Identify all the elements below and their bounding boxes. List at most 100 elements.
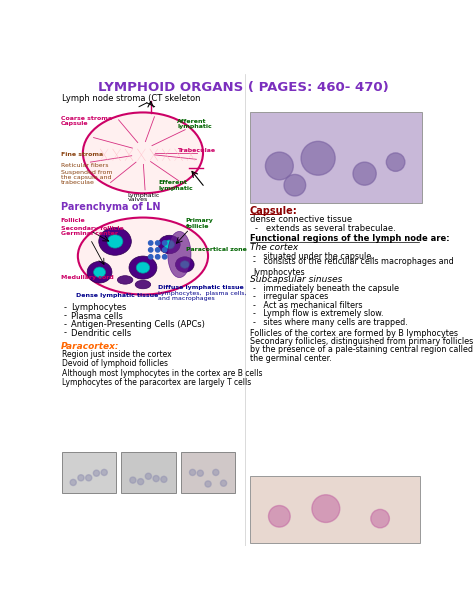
Text: Paracortex:: Paracortex: — [61, 341, 119, 351]
Text: follicle: follicle — [186, 224, 209, 229]
Ellipse shape — [83, 112, 203, 193]
Text: Parenchyma of LN: Parenchyma of LN — [61, 202, 160, 211]
Circle shape — [197, 474, 203, 481]
Text: -   sites where many cells are trapped.: - sites where many cells are trapped. — [253, 318, 408, 327]
Text: Paracortical zone: Paracortical zone — [186, 246, 246, 251]
Text: Follicles of the cortex are formed by B lymphocytes: Follicles of the cortex are formed by B … — [250, 329, 458, 338]
Text: LYMPHOID ORGANS ( PAGES: 460- 470): LYMPHOID ORGANS ( PAGES: 460- 470) — [98, 81, 388, 94]
Text: dense connective tissue: dense connective tissue — [250, 215, 352, 224]
Text: Functional regions of the lymph node are:: Functional regions of the lymph node are… — [250, 234, 449, 243]
Circle shape — [155, 248, 160, 252]
Ellipse shape — [136, 262, 150, 273]
Text: Coarse stroma: Coarse stroma — [61, 116, 112, 121]
Circle shape — [101, 481, 107, 487]
FancyBboxPatch shape — [250, 112, 422, 203]
Ellipse shape — [93, 267, 106, 278]
Ellipse shape — [164, 240, 174, 249]
Text: Reticular fibers: Reticular fibers — [61, 164, 108, 169]
Ellipse shape — [129, 256, 157, 279]
Text: and macrophages: and macrophages — [158, 296, 215, 301]
FancyBboxPatch shape — [181, 452, 235, 493]
Text: Lymphatic: Lymphatic — [128, 192, 160, 198]
Ellipse shape — [180, 261, 189, 268]
Text: -   extends as several trabeculae.: - extends as several trabeculae. — [255, 224, 395, 233]
Text: Follicle: Follicle — [61, 218, 85, 223]
Text: by the presence of a pale-staining central region called: by the presence of a pale-staining centr… — [250, 346, 473, 354]
Text: Germinal center: Germinal center — [61, 231, 118, 236]
Circle shape — [148, 241, 153, 245]
Text: -   Lymph flow is extremely slow.: - Lymph flow is extremely slow. — [253, 310, 383, 318]
Text: -   irregular spaces: - irregular spaces — [253, 292, 328, 302]
Text: Dense lymphatic tissue: Dense lymphatic tissue — [76, 293, 159, 298]
Circle shape — [155, 254, 160, 259]
Circle shape — [284, 175, 306, 196]
Ellipse shape — [99, 227, 131, 255]
Circle shape — [86, 476, 92, 482]
Text: -   consists of the reticular cells macrophages and lymphocytes: - consists of the reticular cells macrop… — [253, 257, 454, 276]
Text: -: - — [64, 311, 67, 321]
Circle shape — [153, 471, 159, 478]
Ellipse shape — [158, 235, 180, 254]
Text: Secondary follicle: Secondary follicle — [61, 226, 124, 231]
Ellipse shape — [175, 257, 194, 272]
Text: lymphatic: lymphatic — [158, 186, 193, 191]
Text: valves: valves — [128, 197, 148, 202]
Circle shape — [163, 241, 167, 245]
Circle shape — [148, 254, 153, 259]
Circle shape — [148, 248, 153, 252]
Text: The cortex: The cortex — [250, 243, 298, 252]
FancyBboxPatch shape — [121, 452, 175, 493]
Circle shape — [371, 509, 390, 528]
Text: Trabeculae: Trabeculae — [177, 148, 215, 153]
Text: Plasma cells: Plasma cells — [71, 311, 123, 321]
Circle shape — [220, 477, 227, 483]
Text: Fine stroma: Fine stroma — [61, 152, 103, 157]
Text: Lymph node stroma (CT skeleton: Lymph node stroma (CT skeleton — [62, 94, 200, 104]
Text: Devoid of lymphoid follicles: Devoid of lymphoid follicles — [63, 359, 168, 368]
Text: Primary: Primary — [186, 218, 213, 223]
Circle shape — [312, 495, 340, 522]
Text: -   situated under the capsule.: - situated under the capsule. — [253, 251, 374, 261]
Text: lymphatic: lymphatic — [177, 124, 212, 129]
Text: the capsule and: the capsule and — [61, 175, 111, 180]
Ellipse shape — [118, 276, 133, 284]
Text: -   Act as mechanical filters: - Act as mechanical filters — [253, 301, 363, 310]
Ellipse shape — [107, 235, 123, 248]
Text: Diffuse lymphatic tissue: Diffuse lymphatic tissue — [158, 285, 244, 290]
Circle shape — [78, 473, 84, 479]
Text: -   immediately beneath the capsule: - immediately beneath the capsule — [253, 284, 399, 293]
Text: Medullary cord: Medullary cord — [61, 275, 114, 280]
Circle shape — [353, 162, 376, 185]
Ellipse shape — [135, 280, 151, 289]
Text: Capsule: Capsule — [61, 121, 89, 126]
Text: Lymphocytes,  plasma cells,: Lymphocytes, plasma cells, — [158, 291, 247, 295]
Circle shape — [130, 473, 136, 479]
Ellipse shape — [78, 218, 208, 295]
Circle shape — [70, 479, 76, 485]
Circle shape — [213, 471, 219, 478]
Text: the germinal center.: the germinal center. — [250, 354, 332, 363]
Circle shape — [161, 477, 167, 483]
FancyBboxPatch shape — [62, 452, 116, 493]
Circle shape — [205, 471, 211, 477]
Circle shape — [301, 142, 335, 175]
Circle shape — [265, 152, 293, 180]
Text: Capsule:: Capsule: — [250, 205, 298, 216]
Circle shape — [93, 474, 100, 480]
Text: Antigen-Presenting Cells (APCs): Antigen-Presenting Cells (APCs) — [71, 320, 205, 329]
Text: Lymphocytes of the paracortex are largely T cells: Lymphocytes of the paracortex are largel… — [63, 378, 252, 387]
Text: Lymphocytes: Lymphocytes — [71, 303, 126, 312]
Text: Region just inside the cortex: Region just inside the cortex — [63, 350, 172, 359]
Circle shape — [190, 477, 196, 483]
Text: -: - — [64, 303, 67, 312]
Text: Afferent: Afferent — [177, 119, 207, 124]
Circle shape — [386, 153, 405, 172]
Text: Although most lymphocytes in the cortex are B cells: Although most lymphocytes in the cortex … — [63, 368, 263, 378]
Circle shape — [155, 241, 160, 245]
Text: Secondary follicles, distinguished from primary follicles: Secondary follicles, distinguished from … — [250, 337, 473, 346]
FancyBboxPatch shape — [250, 476, 420, 543]
Text: -: - — [64, 320, 67, 329]
Circle shape — [145, 473, 152, 479]
Ellipse shape — [168, 232, 191, 278]
Text: trabeculae: trabeculae — [61, 180, 95, 185]
